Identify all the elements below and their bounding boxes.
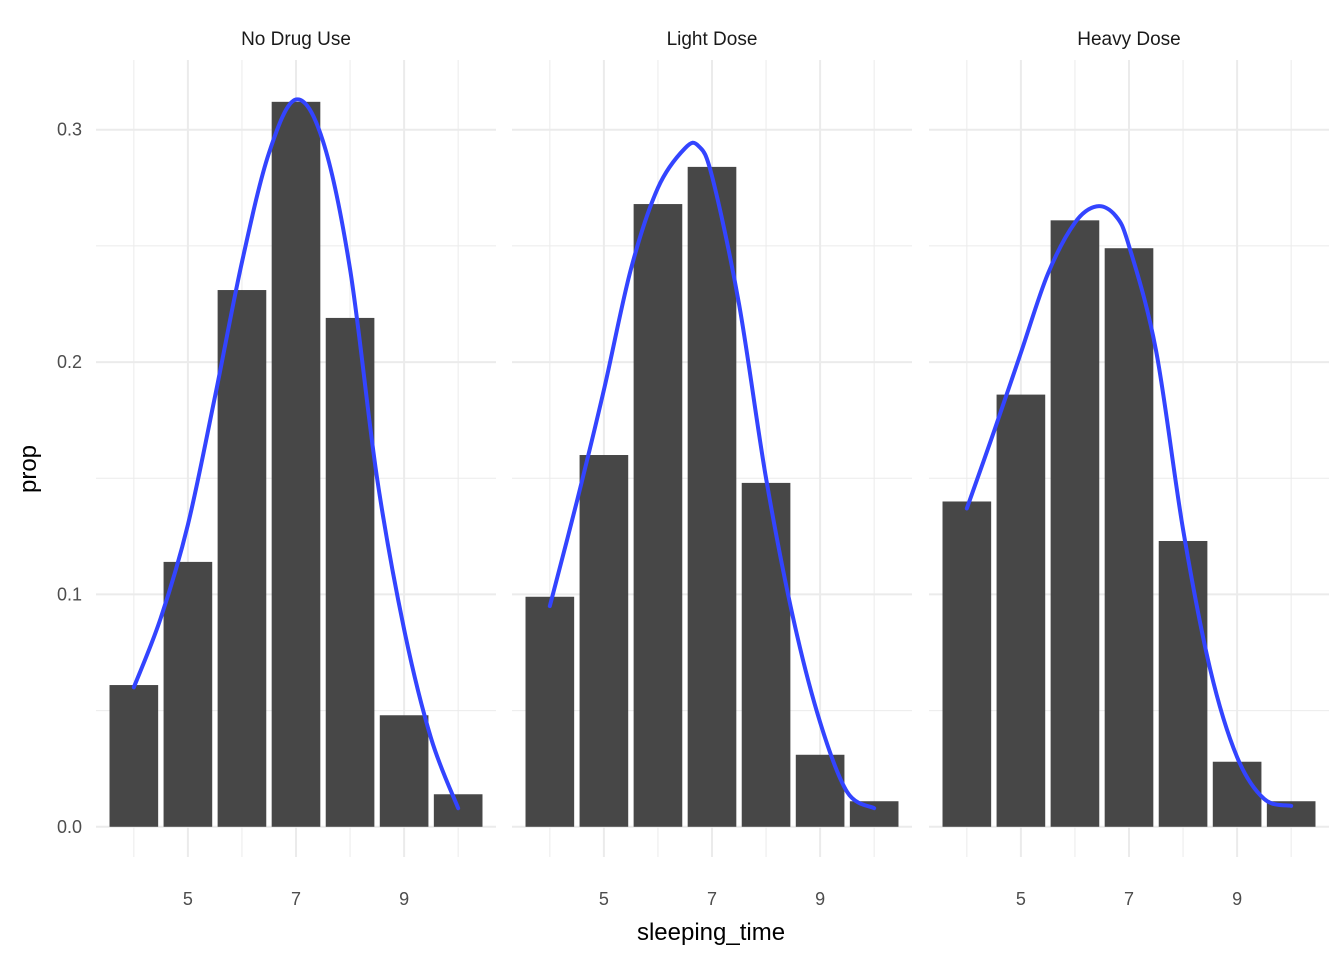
bar	[1104, 248, 1154, 827]
bar	[379, 715, 429, 827]
bar	[849, 801, 899, 827]
bar	[217, 290, 267, 827]
bar	[163, 561, 213, 827]
y-axis-title: prop	[15, 445, 42, 493]
density-line	[131, 97, 461, 811]
x-axis-title: sleeping_time	[637, 919, 785, 946]
panel-light-dose: Light Dose 5 7 9	[512, 29, 912, 909]
y-tick-label: 0.2	[57, 352, 82, 372]
x-tick-label: 5	[1016, 889, 1026, 909]
density-line	[964, 204, 1294, 808]
bar	[1212, 761, 1262, 827]
facet-label: Light Dose	[667, 29, 758, 50]
x-tick-label: 5	[599, 889, 609, 909]
chart-panels: No Drug Use 5 7 9 Light Dose 5 7 9 Heavy Dose 5 7 9	[96, 29, 1329, 909]
x-tick-label: 7	[1124, 889, 1134, 909]
bar	[687, 166, 737, 827]
bar	[795, 754, 845, 827]
x-tick-label: 9	[815, 889, 825, 909]
y-tick-label: 0.3	[57, 120, 82, 140]
y-axis: 0.0 0.1 0.2 0.3	[57, 120, 82, 837]
density-line	[547, 140, 877, 811]
panel-no-drug-use: No Drug Use 5 7 9	[96, 29, 496, 909]
x-tick-label: 7	[707, 889, 717, 909]
bar	[741, 482, 791, 827]
bar	[433, 794, 483, 827]
y-tick-label: 0.1	[57, 584, 82, 604]
bar	[271, 101, 321, 827]
bar	[633, 204, 683, 827]
bar	[525, 596, 575, 827]
x-tick-label: 9	[399, 889, 409, 909]
x-tick-label: 9	[1232, 889, 1242, 909]
bar	[1050, 220, 1100, 827]
panel-heavy-dose: Heavy Dose 5 7 9	[929, 29, 1329, 909]
x-tick-label: 7	[291, 889, 301, 909]
bar	[579, 455, 629, 827]
bar	[109, 685, 159, 827]
x-tick-label: 5	[183, 889, 193, 909]
bar	[942, 501, 992, 827]
facet-label: No Drug Use	[241, 29, 351, 50]
bar	[996, 394, 1046, 827]
facet-label: Heavy Dose	[1077, 29, 1181, 50]
bar	[1158, 540, 1208, 827]
y-tick-label: 0.0	[57, 817, 82, 837]
